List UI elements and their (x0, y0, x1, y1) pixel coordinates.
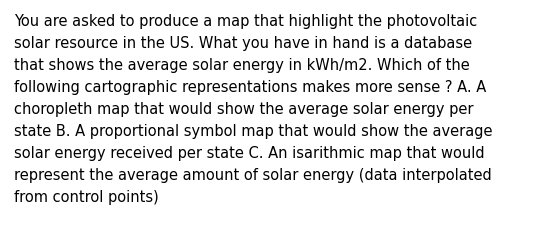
Text: that shows the average solar energy in kWh/m2. Which of the: that shows the average solar energy in k… (14, 58, 470, 73)
Text: from control points): from control points) (14, 189, 158, 204)
Text: You are asked to produce a map that highlight the photovoltaic: You are asked to produce a map that high… (14, 14, 477, 29)
Text: solar energy received per state C. An isarithmic map that would: solar energy received per state C. An is… (14, 145, 485, 160)
Text: following cartographic representations makes more sense ? A. A: following cartographic representations m… (14, 80, 486, 95)
Text: represent the average amount of solar energy (data interpolated: represent the average amount of solar en… (14, 167, 492, 182)
Text: state B. A proportional symbol map that would show the average: state B. A proportional symbol map that … (14, 123, 493, 138)
Text: solar resource in the US. What you have in hand is a database: solar resource in the US. What you have … (14, 36, 472, 51)
Text: choropleth map that would show the average solar energy per: choropleth map that would show the avera… (14, 101, 474, 117)
